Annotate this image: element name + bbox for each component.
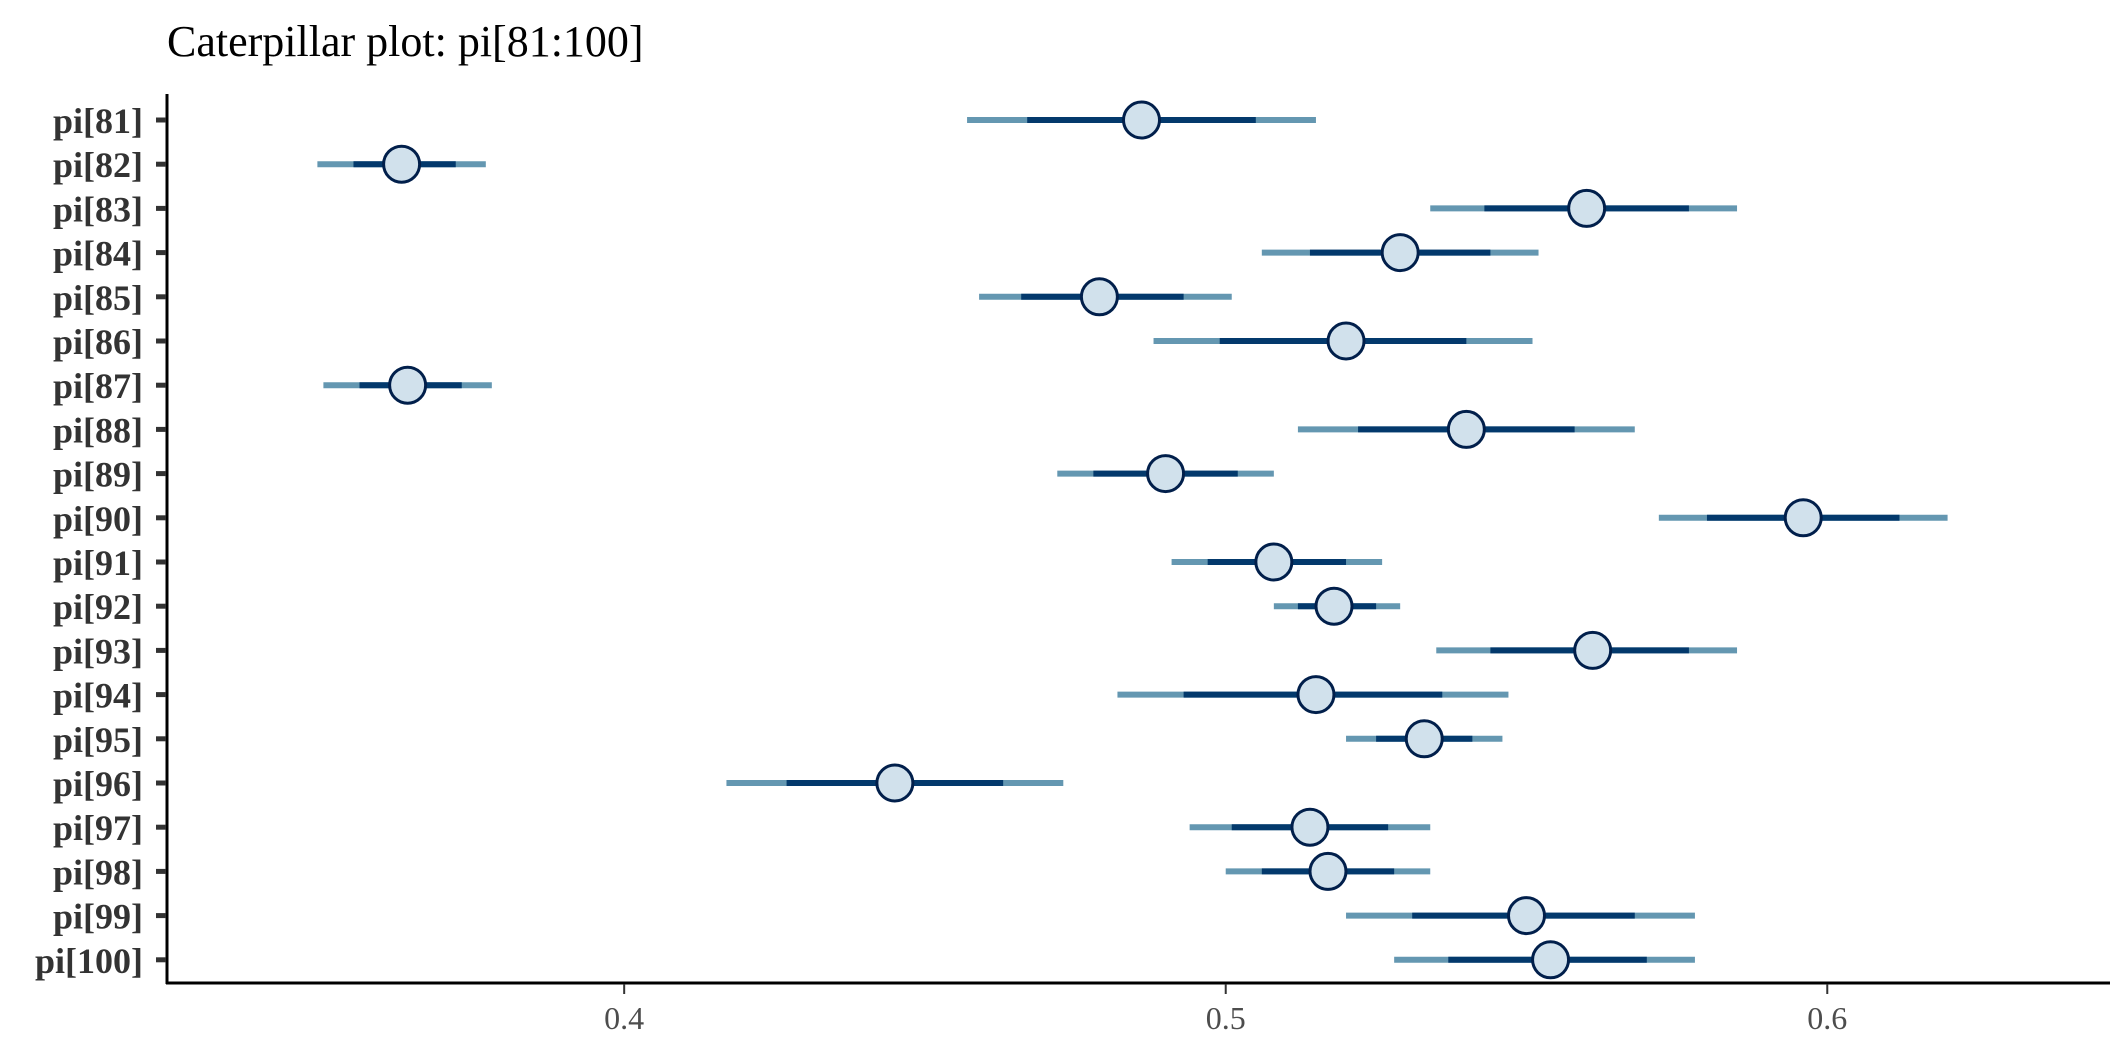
median-point	[1146, 454, 1186, 494]
median-point	[1783, 498, 1823, 538]
y-tick-label: pi[84]	[53, 234, 143, 274]
y-tick-label: pi[93]	[53, 631, 143, 671]
x-tick-label: 0.6	[1807, 1000, 1847, 1036]
median-point	[1446, 409, 1486, 449]
x-tick-label: 0.5	[1206, 1000, 1246, 1036]
interval-marks	[317, 100, 1948, 980]
x-axis-ticks: 0.4 0.5 0.6	[604, 984, 1847, 1036]
median-point	[1380, 233, 1420, 273]
median-point	[1531, 940, 1571, 980]
median-point	[382, 144, 422, 184]
y-tick-label: pi[92]	[53, 587, 143, 627]
median-point	[1326, 321, 1366, 361]
median-point	[388, 365, 428, 405]
median-point	[1254, 542, 1294, 582]
y-tick-label: pi[83]	[53, 189, 143, 229]
y-tick-label: pi[95]	[53, 720, 143, 760]
y-tick-label: pi[90]	[53, 499, 143, 539]
median-point	[1122, 100, 1162, 140]
y-axis-ticks: pi[81]pi[82]pi[83]pi[84]pi[85]pi[86]pi[8…	[35, 101, 166, 981]
y-tick-label: pi[89]	[53, 455, 143, 495]
y-tick-label: pi[98]	[53, 852, 143, 892]
median-point	[1404, 719, 1444, 759]
median-point	[1079, 277, 1119, 317]
y-tick-label: pi[81]	[53, 101, 143, 141]
y-tick-label: pi[82]	[53, 145, 143, 185]
median-point	[1314, 586, 1354, 626]
median-point	[875, 763, 915, 803]
y-tick-label: pi[100]	[35, 941, 143, 981]
y-tick-label: pi[94]	[53, 676, 143, 716]
y-tick-label: pi[86]	[53, 322, 143, 362]
y-tick-label: pi[88]	[53, 410, 143, 450]
chart-title: Caterpillar plot: pi[81:100]	[167, 17, 644, 66]
median-point	[1567, 188, 1607, 228]
median-point	[1296, 675, 1336, 715]
x-tick-label: 0.4	[604, 1000, 644, 1036]
y-tick-label: pi[91]	[53, 543, 143, 583]
median-point	[1290, 807, 1330, 847]
median-point	[1506, 896, 1546, 936]
y-tick-label: pi[96]	[53, 764, 143, 804]
y-tick-label: pi[97]	[53, 808, 143, 848]
median-point	[1573, 630, 1613, 670]
median-point	[1308, 851, 1348, 891]
y-tick-label: pi[85]	[53, 278, 143, 318]
y-tick-label: pi[87]	[53, 366, 143, 406]
y-tick-label: pi[99]	[53, 897, 143, 937]
